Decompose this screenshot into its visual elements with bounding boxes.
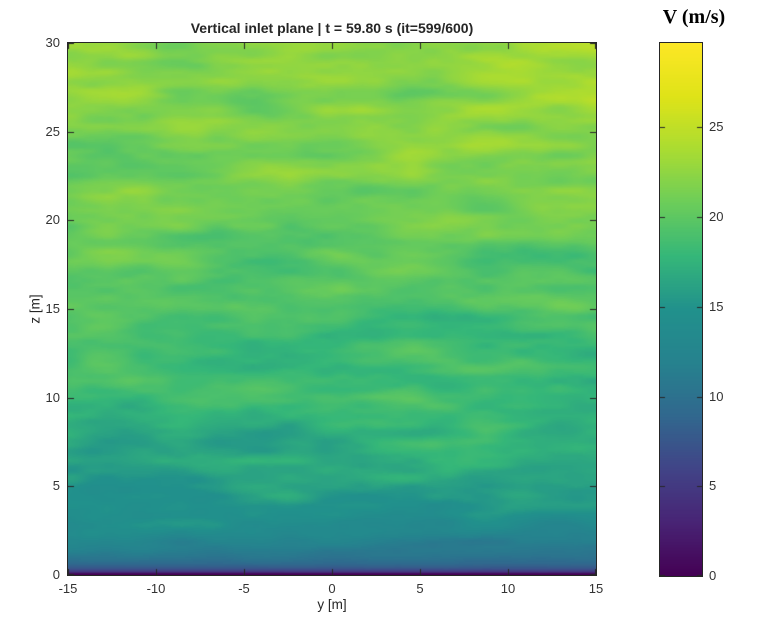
y-tick-label: 15 (45, 301, 60, 316)
y-tick-label: 20 (45, 212, 60, 228)
y-tick-label: 10 (45, 389, 60, 405)
colorbar-title: V (m/s) (662, 6, 726, 28)
colorbar-tick-label: 5 (709, 478, 717, 494)
y-tick-label: 5 (52, 478, 60, 494)
colorbar-gradient-canvas (660, 43, 702, 576)
y-tick-label: 30 (45, 35, 60, 50)
x-tick-label: 10 (500, 581, 516, 596)
colorbar-tick-label: 10 (709, 388, 724, 404)
x-tick-label: -15 (58, 581, 78, 596)
x-axis-label: y [m] (317, 597, 347, 612)
y-tick-label: 0 (52, 567, 60, 582)
colorbar-tick-label: 0 (709, 568, 717, 583)
y-tick-label: 25 (45, 123, 60, 139)
colorbar-tick-label: 25 (709, 119, 724, 135)
heatmap-canvas (68, 43, 596, 575)
plot-title: Vertical inlet plane | t = 59.80 s (it=5… (190, 20, 474, 36)
x-tick-label: -5 (238, 581, 250, 596)
axes-box (67, 42, 597, 576)
x-tick-label: 5 (416, 581, 424, 596)
colorbar-tick-label: 20 (709, 209, 724, 225)
x-tick-label: -10 (146, 581, 166, 596)
x-tick-label: 0 (328, 581, 336, 596)
colorbar (659, 42, 703, 577)
colorbar-tick-label: 15 (709, 298, 724, 314)
x-tick-label: 15 (588, 581, 604, 596)
y-axis-label: z [m] (27, 294, 43, 324)
